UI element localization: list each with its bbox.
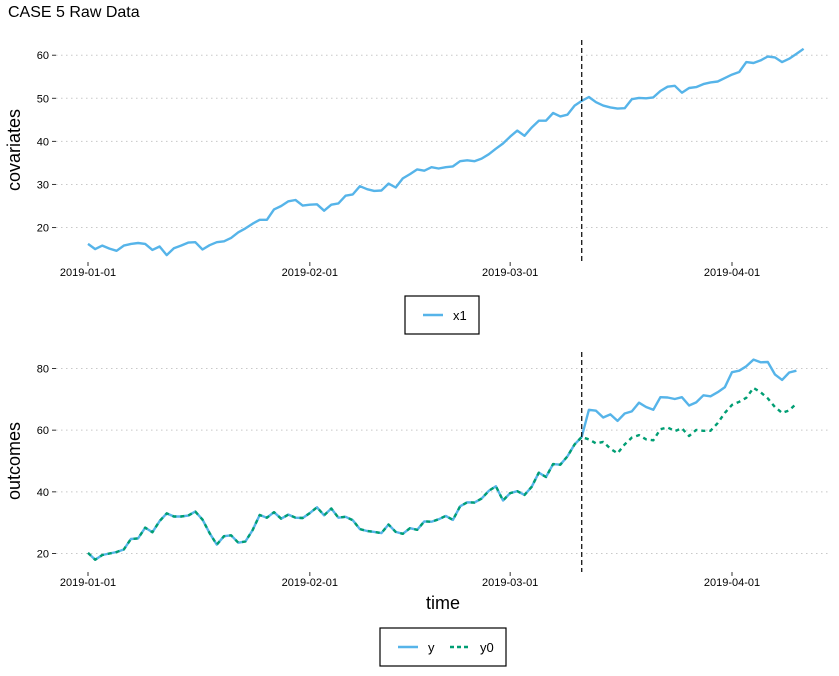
y-tick-label: 20 bbox=[37, 223, 49, 235]
series-line-y0 bbox=[87, 386, 798, 561]
y-tick-label: 40 bbox=[37, 136, 49, 148]
x-tick-label: 2019-01-01 bbox=[60, 267, 116, 279]
y-tick-label: 30 bbox=[37, 179, 49, 191]
panel-covariates: 20 30 40 50 60 2019-01-01 2019-02-01 2019-03-01… bbox=[4, 40, 830, 335]
legend-label-y: y bbox=[428, 640, 435, 655]
legend-label-x1: x1 bbox=[453, 308, 467, 323]
y-tick-label: 80 bbox=[37, 364, 49, 376]
y-tick-label: 50 bbox=[37, 93, 49, 105]
x-tick-label: 2019-02-01 bbox=[282, 267, 338, 279]
x-tick-label: 2019-03-01 bbox=[482, 267, 538, 279]
y-axis-title: covariates bbox=[4, 109, 24, 191]
y-tick-label: 60 bbox=[37, 50, 49, 62]
legend: y y0 bbox=[379, 627, 507, 667]
x-tick-label: 2019-03-01 bbox=[482, 577, 538, 589]
x-tick-label: 2019-01-01 bbox=[60, 577, 116, 589]
series-line-x1 bbox=[87, 47, 805, 257]
x-tick-label: 2019-02-01 bbox=[282, 577, 338, 589]
legend: x1 bbox=[404, 295, 480, 335]
y-axis-title: outcomes bbox=[4, 422, 24, 500]
y-tick-label: 60 bbox=[37, 425, 49, 437]
y-tick-label: 40 bbox=[37, 487, 49, 499]
y-tick-label: 20 bbox=[37, 549, 49, 561]
x-axis-title: time bbox=[426, 593, 460, 613]
x-tick-label: 2019-04-01 bbox=[704, 267, 760, 279]
legend-label-y0: y0 bbox=[480, 640, 494, 655]
page-title: CASE 5 Raw Data bbox=[8, 4, 140, 21]
x-tick-label: 2019-04-01 bbox=[704, 577, 760, 589]
series-line-y bbox=[87, 358, 797, 561]
panel-outcomes: 20 40 60 80 2019-01-01 2019-02-01 2019-03-01 20… bbox=[4, 352, 830, 667]
